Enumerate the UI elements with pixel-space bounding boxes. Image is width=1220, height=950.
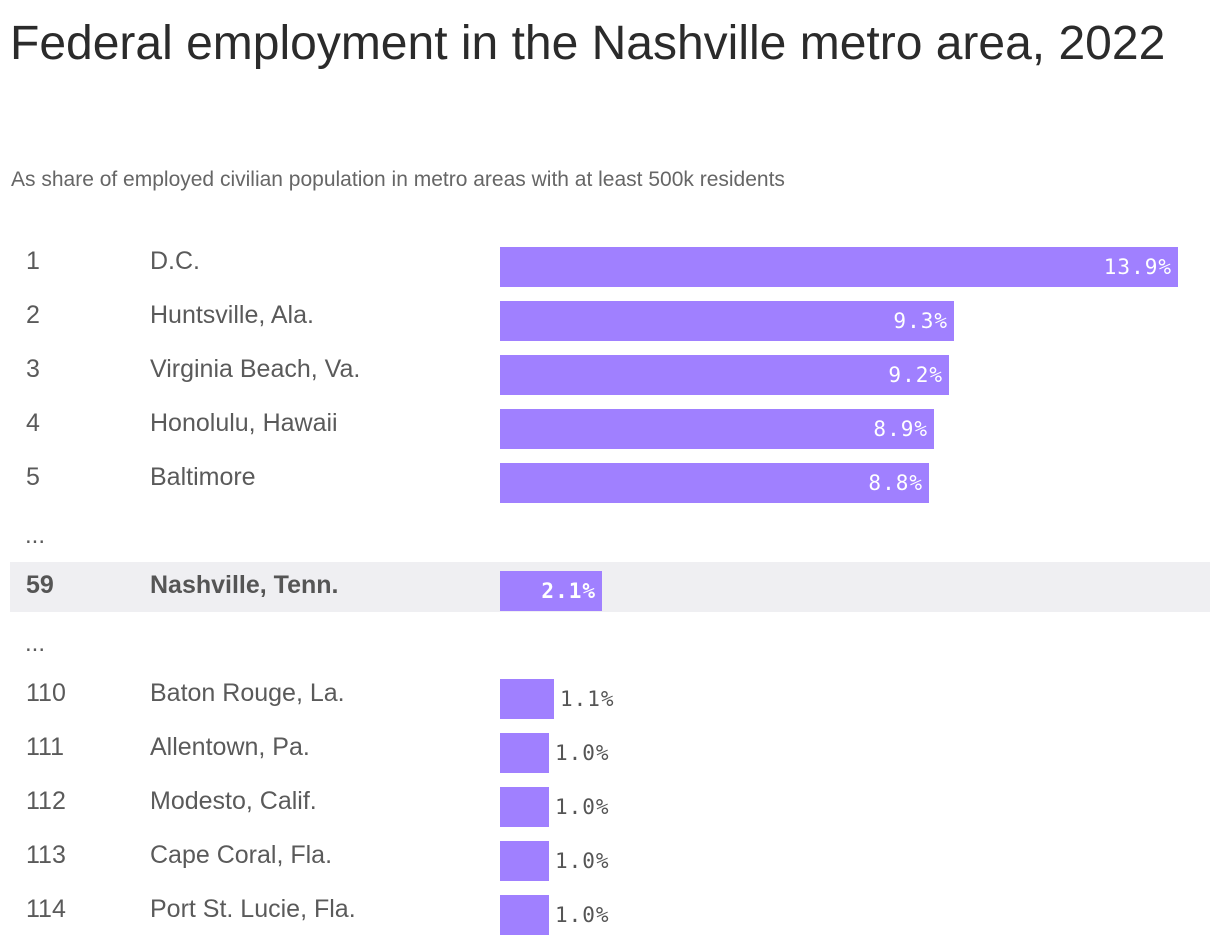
- chart-row: 114 Port St. Lucie, Fla. 1.0%: [10, 889, 1210, 943]
- category-label: Honolulu, Hawaii: [150, 409, 338, 437]
- chart-row: 110 Baton Rouge, La. 1.1%: [10, 673, 1210, 727]
- data-label: 13.9%: [1103, 255, 1172, 279]
- category-label: Port St. Lucie, Fla.: [150, 895, 356, 923]
- bar: [500, 787, 549, 827]
- data-label: 8.9%: [873, 417, 928, 441]
- chart-row: 113 Cape Coral, Fla. 1.0%: [10, 835, 1210, 889]
- rank-label: 3: [26, 355, 40, 383]
- rank-label: 1: [26, 247, 40, 275]
- rank-label: 5: [26, 463, 40, 491]
- chart-row: 111 Allentown, Pa. 1.0%: [10, 727, 1210, 781]
- data-label: 1.0%: [555, 903, 610, 927]
- data-label: 9.3%: [893, 309, 948, 333]
- chart-row: 5 Baltimore 8.8%: [10, 457, 1210, 511]
- data-label: 2.1%: [541, 579, 596, 603]
- rank-label: 4: [26, 409, 40, 437]
- rank-label: 114: [26, 895, 66, 923]
- chart-row: 4 Honolulu, Hawaii 8.9%: [10, 403, 1210, 457]
- category-label: Baltimore: [150, 463, 256, 491]
- bar: [500, 301, 954, 341]
- category-label: Huntsville, Ala.: [150, 301, 314, 329]
- category-label: Cape Coral, Fla.: [150, 841, 333, 869]
- chart-title: Federal employment in the Nashville metr…: [10, 17, 1166, 70]
- chart-row: 59 Nashville, Tenn. 2.1%: [10, 562, 1210, 612]
- data-label: 1.0%: [555, 849, 610, 873]
- rank-label: 113: [26, 841, 66, 869]
- data-label: 1.1%: [560, 687, 615, 711]
- category-label: D.C.: [150, 247, 200, 275]
- bar: [500, 409, 934, 449]
- bar: [500, 679, 554, 719]
- data-label: 1.0%: [555, 741, 610, 765]
- category-label: Modesto, Calif.: [150, 787, 317, 815]
- rank-label: 2: [26, 301, 40, 329]
- chart-row: 1 D.C. 13.9%: [10, 241, 1210, 295]
- chart-subtitle: As share of employed civilian population…: [11, 168, 785, 191]
- category-label: Allentown, Pa.: [150, 733, 310, 761]
- bar: [500, 571, 602, 611]
- data-label: 9.2%: [888, 363, 943, 387]
- bar: [500, 463, 929, 503]
- rank-label: 59: [26, 571, 54, 599]
- bar: [500, 247, 1178, 287]
- data-label: 1.0%: [555, 795, 610, 819]
- data-label: 8.8%: [868, 471, 923, 495]
- bar: [500, 841, 549, 881]
- rank-label: 110: [26, 679, 66, 707]
- rank-label: 111: [26, 733, 65, 761]
- category-label: Baton Rouge, La.: [150, 679, 345, 707]
- ellipsis-1: ...: [25, 522, 46, 549]
- chart-row: 2 Huntsville, Ala. 9.3%: [10, 295, 1210, 349]
- chart-row: 112 Modesto, Calif. 1.0%: [10, 781, 1210, 835]
- chart-row: 3 Virginia Beach, Va. 9.2%: [10, 349, 1210, 403]
- bar: [500, 355, 949, 395]
- bar: [500, 733, 549, 773]
- rank-label: 112: [26, 787, 66, 815]
- category-label: Virginia Beach, Va.: [150, 355, 361, 383]
- bar: [500, 895, 549, 935]
- ellipsis-2: ...: [25, 630, 46, 657]
- category-label: Nashville, Tenn.: [150, 571, 339, 599]
